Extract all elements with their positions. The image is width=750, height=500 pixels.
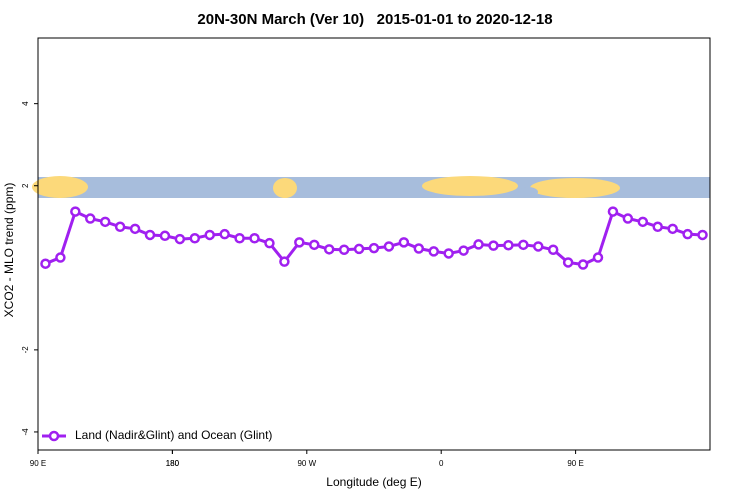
land bbox=[422, 176, 518, 196]
data-point bbox=[279, 256, 290, 267]
data-point bbox=[518, 239, 529, 251]
data-point bbox=[219, 228, 230, 240]
map-band bbox=[32, 176, 710, 198]
data-point bbox=[99, 216, 111, 228]
data-point bbox=[443, 248, 454, 259]
data-point bbox=[667, 223, 678, 235]
legend-swatch-point bbox=[48, 430, 60, 442]
data-point bbox=[607, 206, 619, 217]
data-point bbox=[309, 239, 320, 251]
data-point bbox=[652, 221, 663, 233]
legend-label: Land (Nadir&Glint) and Ocean (Glint) bbox=[75, 428, 272, 442]
data-point bbox=[70, 206, 81, 217]
data-point bbox=[458, 245, 469, 256]
data-point bbox=[562, 257, 574, 268]
data-point bbox=[488, 240, 499, 251]
data-point bbox=[592, 252, 604, 263]
data-point bbox=[413, 243, 425, 254]
data-point bbox=[114, 221, 126, 233]
data-point bbox=[503, 239, 514, 251]
data-point bbox=[144, 229, 156, 241]
data-point bbox=[294, 237, 305, 248]
data-point bbox=[533, 241, 544, 252]
data-point bbox=[547, 244, 559, 255]
x-tick-label: 180 bbox=[166, 459, 180, 468]
data-point bbox=[428, 246, 439, 257]
data-point bbox=[383, 241, 395, 252]
y-axis-label: XCO2 - MLO trend (ppm) bbox=[2, 183, 16, 318]
y-tick-label: 2 bbox=[21, 183, 30, 188]
data-point bbox=[473, 239, 484, 250]
data-point bbox=[577, 259, 589, 270]
data-point bbox=[353, 243, 365, 255]
y-tick-label: -2 bbox=[21, 346, 30, 354]
data-point bbox=[129, 223, 141, 235]
data-point bbox=[338, 244, 350, 255]
x-axis-label: Longitude (deg E) bbox=[326, 475, 421, 489]
land bbox=[32, 176, 88, 198]
data-point bbox=[189, 233, 201, 244]
y-tick-label: -4 bbox=[21, 428, 30, 436]
x-tick-label: 180 bbox=[166, 459, 180, 468]
chart-title: 20N-30N March (Ver 10) 2015-01-01 to 202… bbox=[197, 11, 552, 28]
data-point bbox=[55, 252, 66, 263]
land bbox=[273, 178, 297, 198]
data-point bbox=[249, 233, 260, 244]
x-tick-label: 90 E bbox=[30, 459, 46, 468]
data-point bbox=[264, 237, 275, 249]
legend: Land (Nadir&Glint) and Ocean (Glint) bbox=[42, 428, 272, 442]
data-point bbox=[204, 229, 215, 241]
data-point bbox=[368, 242, 380, 254]
x-tick-label: 0 bbox=[439, 459, 444, 468]
data-point bbox=[159, 230, 171, 242]
data-point bbox=[234, 233, 245, 244]
data-point bbox=[40, 258, 51, 269]
x-tick-label: 90 E bbox=[567, 459, 583, 468]
plot-frame bbox=[37, 37, 711, 451]
data-point bbox=[697, 229, 708, 241]
x-tick-label: 90 W bbox=[297, 459, 316, 468]
data-point bbox=[323, 244, 335, 255]
sea bbox=[518, 187, 538, 197]
data-point bbox=[85, 213, 96, 224]
data-point bbox=[637, 216, 649, 228]
land bbox=[530, 178, 620, 198]
data-point bbox=[174, 233, 186, 245]
data-point bbox=[622, 213, 634, 224]
y-tick-label: 4 bbox=[21, 101, 30, 106]
data-point bbox=[682, 228, 693, 240]
data-point bbox=[398, 237, 410, 248]
